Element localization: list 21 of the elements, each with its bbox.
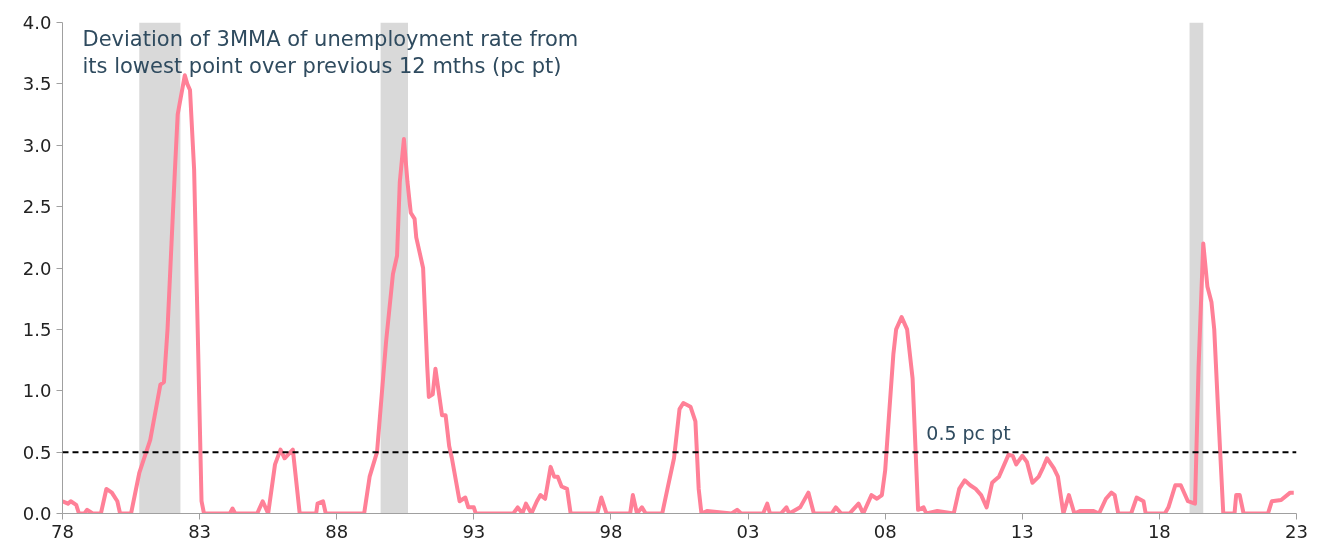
y-tick-label: 3.0 <box>22 134 52 156</box>
x-tick-label: 93 <box>462 520 486 542</box>
y-tick-label: 0.0 <box>22 503 52 524</box>
y-tick-label: 4.0 <box>22 12 52 33</box>
y-tick-label: 1.0 <box>22 380 52 402</box>
y-tick-label: 3.5 <box>22 73 52 95</box>
y-tick-label: 2.0 <box>22 257 52 279</box>
text: Deviation of 3MMA of unemployment rate from its lowest point over previous 12 mths (pc pt) <box>82 26 579 79</box>
x-tick-label: 98 <box>599 520 623 542</box>
x-tick-label: 78 <box>51 520 74 542</box>
x-tick-label: 03 <box>736 520 760 542</box>
x-tick-label: 08 <box>873 520 897 542</box>
x-tick-label: 18 <box>1147 520 1171 542</box>
x-tick-label: 23 <box>1285 520 1308 542</box>
ref-line-label: 0.5 pc pt <box>926 422 1011 445</box>
x-tick-label: 88 <box>325 520 349 542</box>
y-tick-label: 0.5 <box>22 441 52 463</box>
x-tick-label: 83 <box>188 520 212 542</box>
x-tick-label: 13 <box>1010 520 1034 542</box>
y-tick-label: 2.5 <box>22 196 52 218</box>
y-tick-label: 1.5 <box>22 318 52 340</box>
